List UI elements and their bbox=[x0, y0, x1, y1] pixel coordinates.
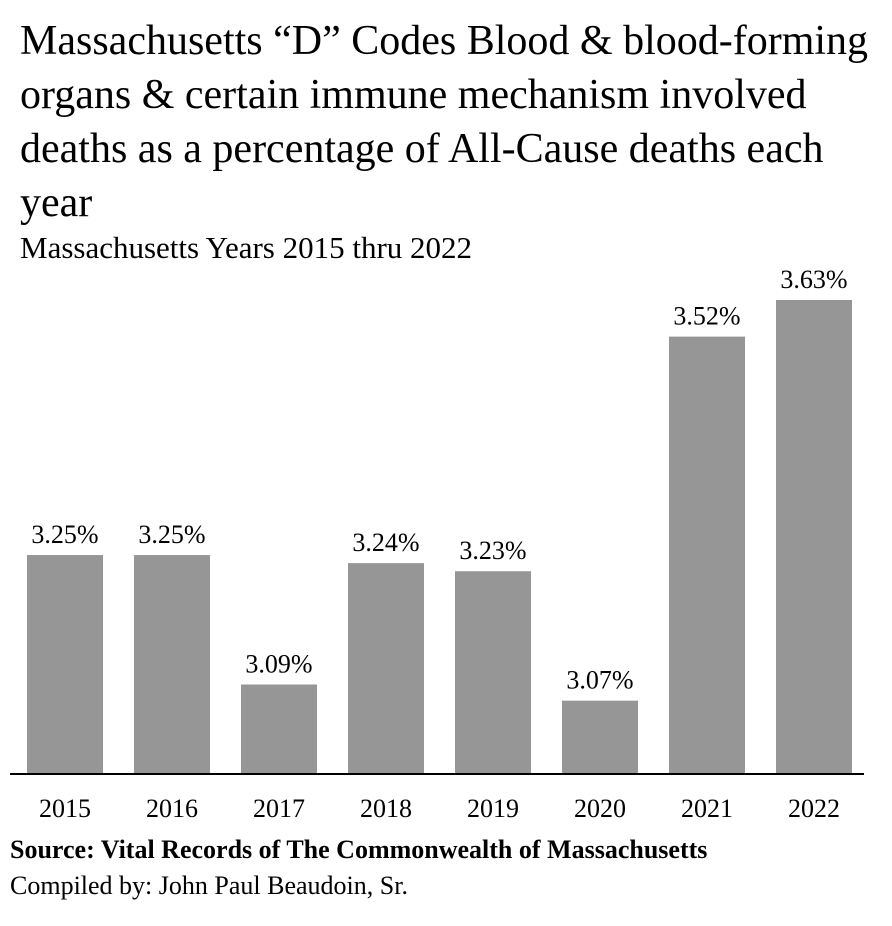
chart-title: Massachusetts “D” Codes Blood & blood-fo… bbox=[20, 18, 869, 226]
bar-2020 bbox=[562, 700, 638, 774]
x-tick-label-2021: 2021 bbox=[681, 794, 733, 823]
bar-2019 bbox=[455, 571, 531, 774]
value-label-2016: 3.25% bbox=[138, 520, 205, 549]
value-label-2017: 3.09% bbox=[245, 649, 312, 678]
bar-2018 bbox=[348, 563, 424, 774]
x-tick-labels-group: 2015 2016 2017 2018 2019 2020 2021 2022 bbox=[39, 794, 840, 823]
value-labels-group: 3.25% 3.25% 3.09% 3.24% 3.23% 3.07% 3.52% 3.63% bbox=[31, 265, 847, 695]
source-note: Source: Vital Records of The Commonwealt… bbox=[10, 835, 708, 864]
value-label-2021: 3.52% bbox=[673, 302, 740, 331]
compiled-by-note: Compiled by: John Paul Beaudoin, Sr. bbox=[10, 871, 408, 900]
x-tick-label-2015: 2015 bbox=[39, 794, 91, 823]
bars-group bbox=[27, 300, 852, 774]
bar-2016 bbox=[134, 555, 210, 774]
value-label-2018: 3.24% bbox=[352, 528, 419, 557]
x-tick-label-2017: 2017 bbox=[253, 794, 305, 823]
chart-subtitle: Massachusetts Years 2015 thru 2022 bbox=[20, 230, 473, 265]
value-label-2015: 3.25% bbox=[31, 520, 98, 549]
value-label-2020: 3.07% bbox=[566, 666, 633, 695]
bar-2022 bbox=[776, 300, 852, 774]
x-tick-label-2019: 2019 bbox=[467, 794, 519, 823]
x-tick-label-2018: 2018 bbox=[360, 794, 412, 823]
bar-2015 bbox=[27, 555, 103, 774]
bar-2017 bbox=[241, 684, 317, 774]
x-tick-label-2016: 2016 bbox=[146, 794, 198, 823]
x-tick-label-2022: 2022 bbox=[788, 794, 840, 823]
value-label-2019: 3.23% bbox=[459, 536, 526, 565]
x-tick-label-2020: 2020 bbox=[574, 794, 626, 823]
bar-2021 bbox=[669, 336, 745, 774]
value-label-2022: 3.63% bbox=[780, 265, 847, 294]
